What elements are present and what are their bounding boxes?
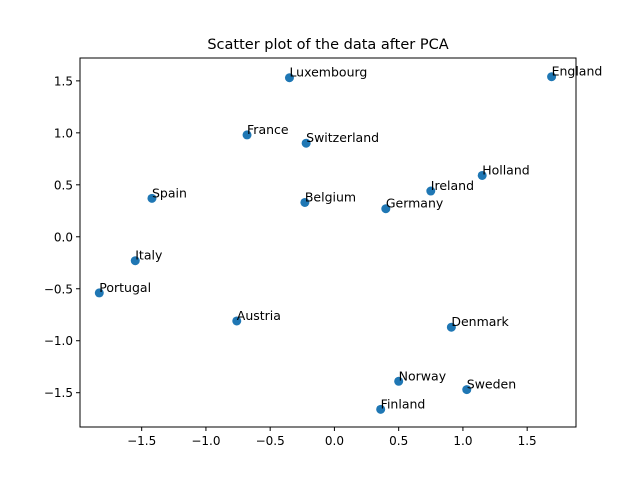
point-label: Spain — [152, 185, 187, 200]
data-point — [301, 138, 311, 148]
data-point — [284, 73, 294, 83]
data-point — [547, 72, 557, 82]
point-label: Luxembourg — [289, 65, 367, 80]
point-label: England — [552, 64, 603, 79]
point-label: Holland — [482, 162, 530, 177]
x-tick-label: −0.5 — [256, 434, 285, 448]
y-tick-label: 1.0 — [54, 126, 73, 140]
data-point — [147, 193, 157, 203]
y-tick-label: −0.5 — [44, 282, 73, 296]
y-tick-label: −1.0 — [44, 334, 73, 348]
x-tick-label: 1.5 — [518, 434, 537, 448]
data-point — [94, 288, 104, 298]
data-point — [376, 404, 386, 414]
point-label: Austria — [237, 308, 281, 323]
data-point — [477, 170, 487, 180]
data-point — [446, 322, 456, 332]
y-tick-label: 1.5 — [54, 74, 73, 88]
data-point — [300, 197, 310, 207]
point-label: Finland — [381, 396, 426, 411]
point-label: Belgium — [305, 189, 356, 204]
point-label: Italy — [135, 248, 163, 263]
y-tick-label: 0.5 — [54, 178, 73, 192]
point-label: Switzerland — [306, 130, 379, 145]
point-label: Portugal — [99, 280, 151, 295]
point-label: Sweden — [467, 377, 516, 392]
data-points — [94, 72, 557, 414]
plot-frame — [79, 57, 577, 428]
axis-ticks: −1.5 −1.0 −0.5 0.0 0.5 1.0 1.5 −1.5 −1.0 −0.5 0.0 0… — [44, 74, 537, 448]
data-point — [426, 186, 436, 196]
x-tick-label: 1.0 — [453, 434, 472, 448]
data-point — [232, 316, 242, 326]
x-tick-label: −1.0 — [191, 434, 220, 448]
chart-title: Scatter plot of the data after PCA — [207, 37, 448, 53]
point-label: Ireland — [431, 178, 474, 193]
point-label: Denmark — [451, 314, 509, 329]
point-labels: England Luxembourg France Switzerland Hollan… — [99, 64, 602, 412]
y-tick-label: −1.5 — [44, 386, 73, 400]
x-tick-label: 0.0 — [325, 434, 344, 448]
data-point — [462, 385, 472, 395]
y-tick-label: 0.0 — [54, 230, 73, 244]
data-point — [130, 256, 140, 266]
data-point — [394, 376, 404, 386]
x-tick-label: −1.5 — [127, 434, 156, 448]
data-point — [242, 130, 252, 140]
x-tick-label: 0.5 — [389, 434, 408, 448]
point-label: Germany — [386, 196, 444, 211]
point-label: France — [247, 122, 289, 137]
data-point — [381, 204, 391, 214]
point-label: Norway — [399, 368, 447, 383]
